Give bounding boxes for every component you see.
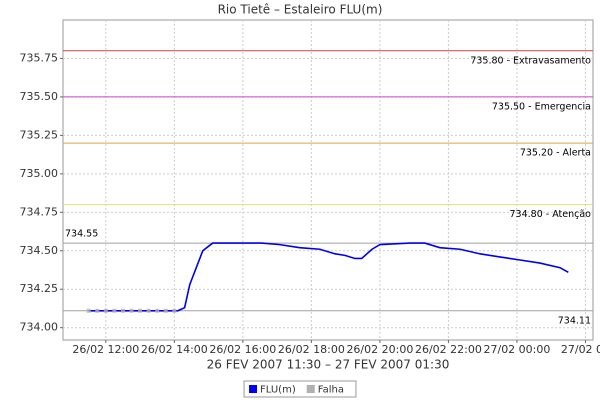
reference-label: 734.55	[65, 229, 98, 240]
reference-label: 735.50 - Emergencia	[492, 101, 591, 112]
y-tick-label: 735.00	[20, 167, 59, 180]
data-point	[103, 308, 108, 313]
data-point	[172, 308, 177, 313]
x-tick-label: 26/02 18:00	[278, 343, 345, 356]
data-point	[129, 308, 134, 313]
x-tick-label: 26/02 12:00	[72, 343, 139, 356]
data-point	[112, 308, 117, 313]
y-tick-label: 735.75	[20, 51, 59, 64]
legend-label: FLU(m)	[260, 385, 296, 396]
x-tick-label: 26/02 20:00	[346, 343, 413, 356]
data-point	[138, 308, 143, 313]
data-point	[163, 308, 168, 313]
x-tick-label: 26/02 16:00	[209, 343, 276, 356]
y-tick-label: 734.75	[20, 205, 59, 218]
legend-swatch	[249, 385, 258, 393]
y-tick-label: 735.25	[20, 128, 59, 141]
x-tick-label: 26/02 14:00	[141, 343, 208, 356]
y-tick-label: 734.50	[20, 244, 59, 257]
x-axis-label: 26 FEV 2007 11:30 – 27 FEV 2007 01:30	[207, 358, 450, 372]
data-point	[146, 308, 151, 313]
x-tick-label: 26/02 22:00	[415, 343, 482, 356]
data-point	[86, 308, 91, 313]
legend: FLU(m) Falha	[243, 380, 357, 398]
y-tick-label: 734.00	[20, 321, 59, 334]
x-tick-label: 27/02 00:00	[483, 343, 550, 356]
legend-label: Falha	[318, 385, 344, 396]
legend-swatch	[306, 385, 315, 393]
x-tick-label: 27/02 02	[561, 343, 600, 356]
data-line	[88, 242, 569, 312]
y-tick-label: 734.25	[20, 282, 59, 295]
reference-label: 734.80 - Atenção	[510, 209, 592, 220]
chart-title: Rio Tietê – Estaleiro FLU(m)	[218, 3, 383, 17]
plot-area	[62, 19, 594, 341]
legend-box	[243, 380, 357, 398]
y-tick-label: 735.50	[20, 90, 59, 103]
data-point	[155, 308, 160, 313]
data-point	[95, 308, 100, 313]
data-point	[120, 308, 125, 313]
reference-label: 735.80 - Extravasamento	[470, 55, 591, 66]
reference-label: 734.11	[558, 315, 591, 326]
reference-label: 735.20 - Alerta	[520, 148, 591, 159]
